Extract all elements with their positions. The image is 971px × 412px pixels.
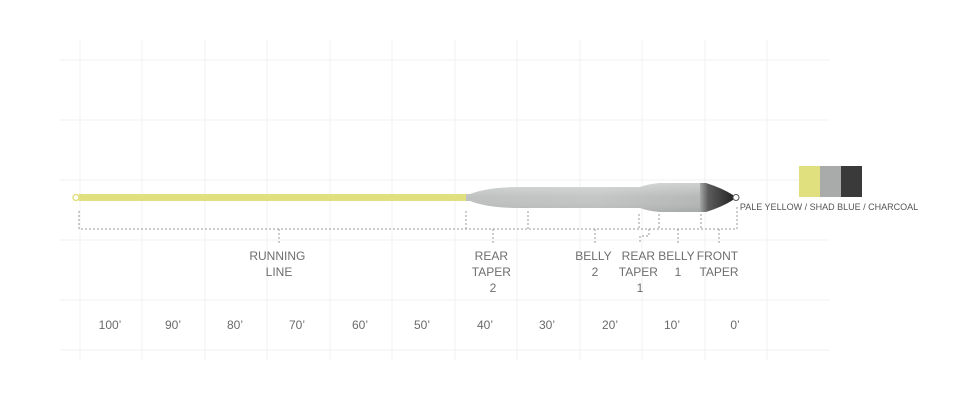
scale-label: 100’ [99, 318, 122, 332]
section-label-rear-taper-1: REAR TAPER 1 [619, 249, 661, 295]
running-line-loop [72, 193, 80, 202]
distance-scale: 100’ 90’ 80’ 70’ 60’ 50’ 40’ 30’ 20’ 10’… [99, 318, 740, 332]
section-labels: RUNNING LINE REAR TAPER 2 BELLY 2 REAR T… [249, 249, 741, 295]
legend-label: PALE YELLOW / SHAD BLUE / CHARCOAL [740, 202, 918, 212]
scale-label: 30’ [539, 318, 555, 332]
line-head-shading [466, 183, 702, 212]
section-label-belly-1: BELLY 1 [658, 249, 698, 279]
section-label-rear-taper-2: REAR TAPER 2 [472, 249, 514, 295]
color-swatch-charcoal [841, 166, 862, 197]
scale-label: 10’ [664, 318, 680, 332]
scale-label: 50’ [414, 318, 430, 332]
section-label-front-taper: FRONT TAPER [697, 249, 741, 279]
running-line-segment [79, 194, 469, 201]
color-swatch-pale-yellow [799, 166, 820, 197]
section-label-running-line: RUNNING LINE [249, 249, 308, 279]
color-swatch-shad-blue [820, 166, 841, 197]
section-bracket-baseline [78, 205, 738, 230]
section-brackets [78, 205, 738, 244]
scale-label: 40’ [477, 318, 493, 332]
scale-label: 0’ [730, 318, 739, 332]
scale-label: 60’ [352, 318, 368, 332]
front-taper-segment [700, 183, 733, 212]
color-legend: PALE YELLOW / SHAD BLUE / CHARCOAL [740, 166, 918, 212]
scale-label: 90’ [165, 318, 181, 332]
label-leader [639, 229, 650, 244]
background-grid [60, 40, 830, 360]
scale-label: 70’ [289, 318, 305, 332]
scale-label: 20’ [602, 318, 618, 332]
scale-label: 80’ [227, 318, 243, 332]
welded-loop [732, 194, 740, 201]
fly-line [72, 183, 740, 212]
section-label-belly-2: BELLY 2 [575, 249, 615, 279]
